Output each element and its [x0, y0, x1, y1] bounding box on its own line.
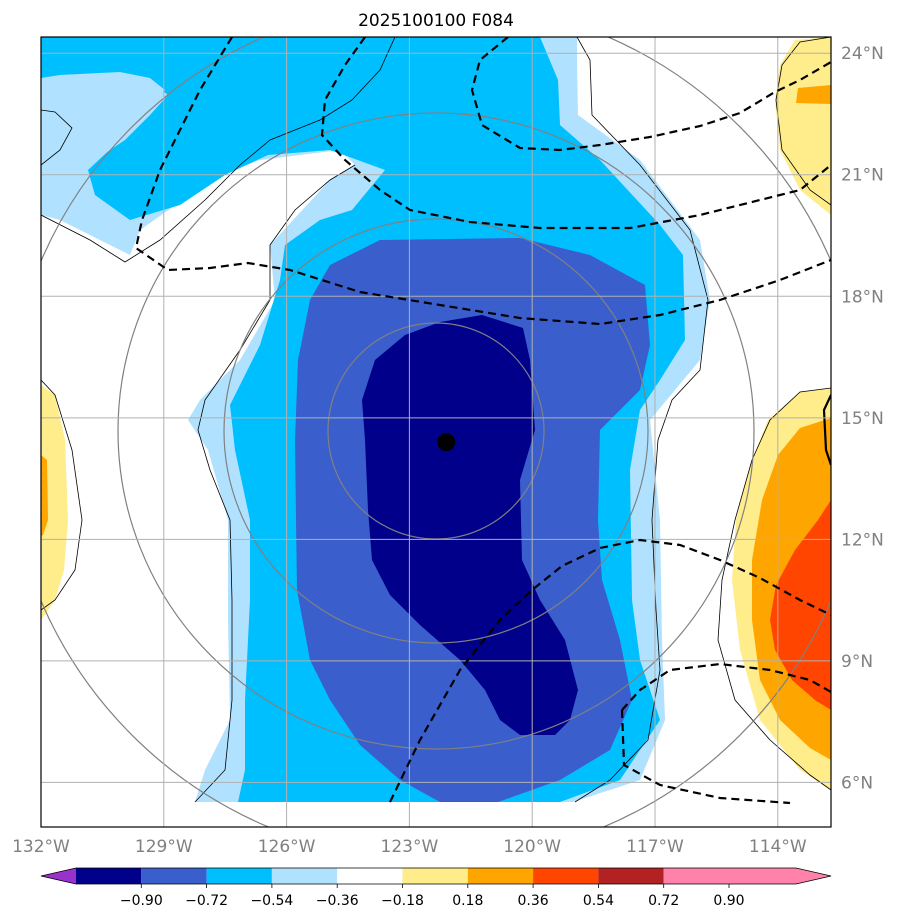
lat-tick-label: 24°N: [841, 44, 884, 64]
lat-tick-label: 15°N: [841, 409, 884, 429]
colorbar-swatch: [141, 868, 207, 884]
lat-tick-label: 18°N: [841, 287, 884, 307]
latitude-tick-labels: 24°N 21°N 18°N 15°N 12°N 9°N 6°N: [841, 44, 884, 793]
contour-fill-left-orange: [41, 455, 48, 536]
dashed-contours: [134, 37, 831, 805]
colorbar-level-label: 0.54: [583, 893, 614, 909]
range-ring-3: [117, 112, 755, 750]
colorbar-swatch: [402, 868, 468, 884]
map-area: [41, 37, 831, 827]
colorbar-level-label: −0.18: [381, 893, 424, 909]
colorbar-level-label: 0.90: [713, 893, 744, 909]
dashed-contour-4: [389, 538, 831, 803]
colorbar-swatch: [663, 868, 831, 884]
range-ring-2: [223, 218, 649, 644]
colorbar-level-label: −0.36: [316, 893, 359, 909]
colorbar-swatch: [533, 868, 599, 884]
colorbar-level-label: 0.72: [648, 893, 679, 909]
lon-tick-label: 123°W: [381, 837, 439, 857]
contour-fill-right-red-orange: [770, 500, 831, 710]
dashed-contour-1: [134, 37, 831, 326]
gridlines: [41, 37, 831, 827]
lon-tick-label: 126°W: [258, 837, 316, 857]
colorbar-swatch: [76, 868, 142, 884]
lat-tick-label: 6°N: [841, 773, 873, 793]
lon-tick-label: 120°W: [503, 837, 561, 857]
contour-fill-topright-orange: [796, 85, 831, 104]
colorbar-tick-labels: −0.90 −0.72 −0.54 −0.36 −0.18 0.18 0.36 0.54 0.7…: [120, 884, 745, 909]
contour-fill-dark-blue: [362, 315, 578, 735]
dashed-contour-2: [320, 37, 831, 230]
storm-center-marker: [437, 433, 456, 452]
filled-contours: [41, 37, 831, 802]
colorbar-level-label: −0.90: [120, 893, 163, 909]
lon-tick-label: 132°W: [12, 837, 70, 857]
lat-tick-label: 12°N: [841, 530, 884, 550]
contour-fill-left-light-yellow: [41, 385, 68, 620]
figure-title: 2025100100 F084: [358, 11, 514, 31]
dashed-contour-5: [621, 662, 831, 711]
contour-fill-light-blue-patch: [41, 78, 168, 175]
lon-tick-label: 129°W: [135, 837, 193, 857]
colorbar-swatch: [467, 868, 534, 884]
lon-tick-label: 114°W: [749, 837, 807, 857]
colorbar-swatch: [337, 868, 403, 884]
colorbar: [40, 867, 832, 885]
map-frame: [40, 36, 832, 828]
lat-tick-label: 21°N: [841, 166, 884, 186]
colorbar-level-label: −0.54: [250, 893, 293, 909]
longitude-tick-labels: 132°W 129°W 126°W 123°W 120°W 117°W 114°W: [12, 837, 807, 857]
colorbar-level-label: 0.36: [518, 893, 549, 909]
colorbar-level-label: 0.18: [452, 893, 483, 909]
thick-contour-line: [822, 394, 831, 466]
colorbar-swatch: [271, 868, 338, 884]
contour-fill-topright-light-yellow: [775, 37, 831, 215]
colorbar-level-label: −0.72: [185, 893, 228, 909]
lat-tick-label: 9°N: [841, 652, 873, 672]
dashed-contour-6: [620, 709, 791, 805]
lon-tick-label: 117°W: [626, 837, 684, 857]
dashed-contour-3: [470, 37, 831, 152]
colorbar-outline: [40, 867, 832, 885]
contour-lines: [41, 37, 831, 803]
colorbar-swatch: [206, 868, 272, 884]
colorbar-swatch: [598, 868, 664, 884]
colorbar-swatch: [41, 868, 76, 884]
